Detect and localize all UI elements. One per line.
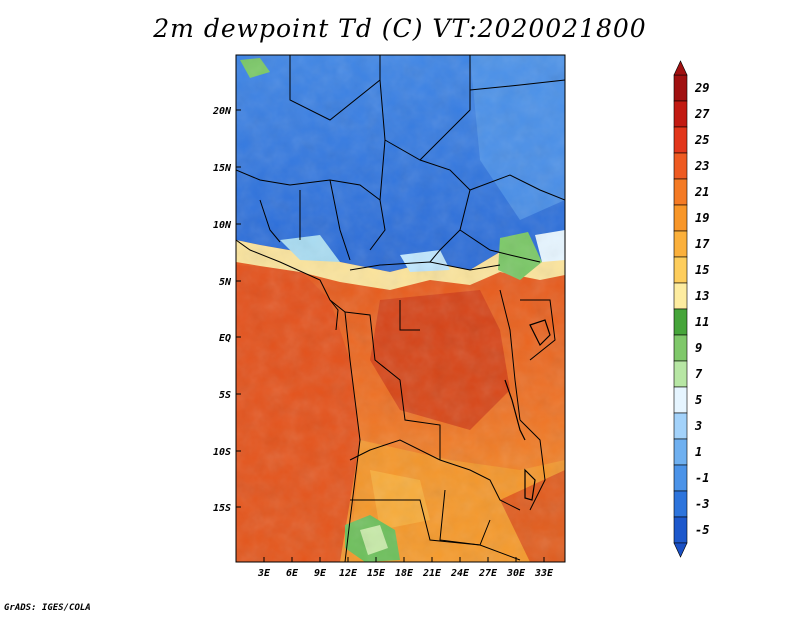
colorbar-label: 13 — [695, 289, 709, 303]
lon-tick-label: 27E — [478, 568, 498, 579]
colorbar-swatch — [673, 256, 688, 284]
colorbar-swatch — [673, 308, 688, 336]
colorbar-swatch — [673, 126, 688, 154]
colorbar: 29 27 25 23 21 19 17 15 13 11 9 7 5 3 1 -1 -3 -5 — [673, 60, 710, 558]
dewpoint-field — [236, 55, 565, 562]
colorbar-swatch — [673, 334, 688, 362]
longitude-axis: 3E 6E 9E 12E 15E 18E 21E 24E 27E 30E 33E — [257, 557, 554, 579]
map-frame — [235, 54, 566, 563]
colorbar-top-arrow — [673, 60, 688, 76]
lat-tick-label: 15S — [213, 503, 231, 514]
great-lakes — [504, 319, 551, 501]
colorbar-label: 29 — [694, 81, 709, 95]
colorbar-swatch — [673, 360, 688, 388]
colorbar-bottom-arrow — [673, 542, 688, 558]
lon-tick-label: 21E — [422, 568, 442, 579]
lat-tick-label: 10N — [213, 220, 232, 231]
lon-tick-label: 9E — [314, 568, 327, 579]
country-borders — [236, 55, 565, 562]
colorbar-swatch — [673, 230, 688, 258]
colorbar-label: 9 — [695, 341, 702, 355]
colorbar-label: 5 — [695, 393, 702, 407]
lon-tick-label: 30E — [506, 568, 526, 579]
colorbar-label: 23 — [694, 159, 709, 173]
colorbar-label: 19 — [695, 211, 709, 225]
colorbar-swatch — [673, 438, 688, 466]
colorbar-swatch — [673, 516, 688, 544]
colorbar-label: 11 — [695, 315, 709, 329]
colorbar-swatch — [673, 178, 688, 206]
lon-tick-label: 3E — [257, 568, 271, 579]
lat-tick-label: EQ — [219, 333, 231, 344]
lon-tick-label: 33E — [534, 568, 554, 579]
lat-tick-label: 15N — [213, 163, 232, 174]
lat-tick-label: 5N — [219, 277, 232, 288]
colorbar-swatch — [673, 464, 688, 492]
colorbar-label: 21 — [694, 185, 709, 199]
colorbar-label: 7 — [695, 367, 703, 381]
colorbar-swatch — [673, 204, 688, 232]
latitude-axis: 20N 15N 10N 5N EQ 5S 10S 15S — [212, 106, 241, 514]
colorbar-label: -1 — [695, 471, 709, 485]
lat-tick-label: 5S — [219, 390, 231, 401]
colorbar-label: 15 — [695, 263, 709, 277]
colorbar-label: 25 — [694, 133, 709, 147]
lat-tick-label: 10S — [213, 447, 231, 458]
colorbar-swatch — [673, 100, 688, 128]
colorbar-label: 1 — [695, 445, 702, 459]
lat-tick-label: 20N — [212, 106, 232, 117]
colorbar-swatch — [673, 490, 688, 518]
colorbar-label: -5 — [695, 523, 709, 537]
colorbar-label: 3 — [694, 419, 702, 433]
colorbar-label: 27 — [694, 107, 710, 121]
colorbar-label: -3 — [695, 497, 709, 511]
colorbar-swatch — [673, 74, 688, 102]
colorbar-swatch — [673, 412, 688, 440]
colorbar-label: 17 — [695, 237, 710, 251]
colorbar-swatch — [673, 282, 688, 310]
lon-tick-label: 24E — [450, 568, 470, 579]
lon-tick-label: 15E — [367, 568, 386, 579]
colorbar-swatch — [673, 152, 688, 180]
lon-tick-label: 12E — [339, 568, 358, 579]
lon-tick-label: 6E — [286, 568, 299, 579]
colorbar-swatch — [673, 386, 688, 414]
lon-tick-label: 18E — [395, 568, 414, 579]
chart-title: 2m dewpoint Td (C) VT:2020021800 — [153, 14, 647, 43]
credit-text: GrADS: IGES/COLA — [4, 603, 91, 613]
